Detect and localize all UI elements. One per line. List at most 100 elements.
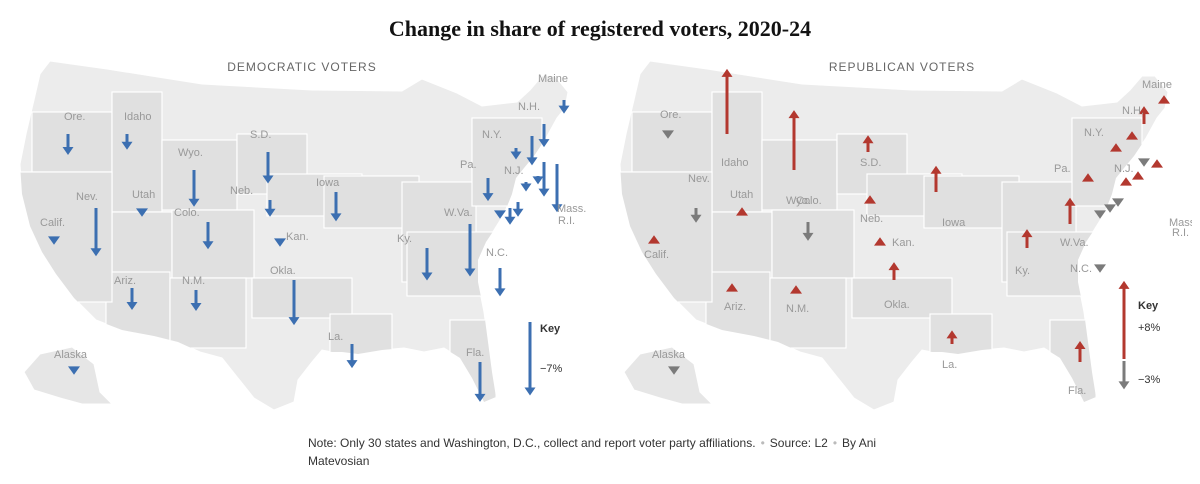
arrow-nj bbox=[1120, 177, 1132, 186]
republican-arrows: Ore. Idaho Wyo. S.D. Neb. Iowa Calif. Nev. Utah C… bbox=[644, 68, 1192, 397]
democratic-voters-map: Ore. Idaho Wyo. S.D. Neb. Iowa Calif. Nev. Utah C… bbox=[12, 52, 592, 422]
state-label-utah: Utah bbox=[132, 189, 155, 201]
state-label-nev: Nev. bbox=[76, 191, 98, 203]
arrow-okla bbox=[888, 262, 900, 280]
arrow-dc bbox=[504, 208, 516, 225]
state-label-idaho: Idaho bbox=[721, 157, 749, 169]
arrow-iowa bbox=[330, 192, 342, 222]
arrow-pa bbox=[1082, 173, 1094, 182]
key-label-pos: +8% bbox=[1138, 322, 1161, 334]
state-label-ny: N.Y. bbox=[482, 129, 502, 141]
arrow-wva bbox=[1064, 197, 1076, 224]
state-label-alaska: Alaska bbox=[652, 349, 686, 361]
separator-dot: • bbox=[832, 436, 838, 450]
arrow-nc bbox=[494, 268, 506, 297]
key-label-neg: −3% bbox=[1138, 374, 1161, 386]
state-label-fla: Fla. bbox=[1068, 385, 1086, 397]
state-label-maine: Maine bbox=[1142, 79, 1172, 91]
democratic-arrows: Ore. Idaho Wyo. S.D. Neb. Iowa Calif. Nev. Utah C… bbox=[40, 73, 586, 402]
arrow-wyo bbox=[188, 170, 200, 207]
arrow-wyo bbox=[788, 110, 800, 170]
arrow-nh bbox=[1138, 106, 1150, 124]
state-label-wyo: Wyo. bbox=[786, 195, 811, 207]
state-label-la: La. bbox=[328, 331, 343, 343]
arrow-idaho bbox=[721, 68, 733, 134]
state-label-wva: W.Va. bbox=[444, 207, 473, 219]
arrow-maine bbox=[1158, 95, 1170, 104]
arrow-ariz bbox=[126, 288, 138, 311]
us-land bbox=[619, 60, 1169, 411]
state-label-wva: W.Va. bbox=[1060, 237, 1089, 249]
arrow-calif bbox=[48, 236, 60, 245]
state-label-okla: Okla. bbox=[884, 299, 910, 311]
state-label-ky: Ky. bbox=[397, 233, 412, 245]
state-label-ariz: Ariz. bbox=[724, 301, 746, 313]
state-label-kan: Kan. bbox=[892, 237, 915, 249]
arrow-nev bbox=[690, 208, 702, 223]
arrow-neb bbox=[864, 195, 876, 204]
state-label-ariz: Ariz. bbox=[114, 275, 136, 287]
state-label-fla: Fla. bbox=[466, 347, 484, 359]
state-label-neb: Neb. bbox=[230, 185, 253, 197]
arrow-nj bbox=[520, 182, 532, 192]
arrow-okla bbox=[288, 280, 300, 326]
state-label-idaho: Idaho bbox=[124, 111, 152, 123]
arrow-idaho bbox=[121, 134, 133, 150]
republican-voters-map: Ore. Idaho Wyo. S.D. Neb. Iowa Calif. Nev. Utah C… bbox=[612, 52, 1192, 422]
state-label-alaska: Alaska bbox=[54, 349, 88, 361]
arrow-alaska bbox=[68, 366, 80, 375]
chart-title: Change in share of registered voters, 20… bbox=[388, 16, 812, 41]
state-label-sd: S.D. bbox=[250, 129, 271, 141]
arrow-ct bbox=[1132, 171, 1144, 180]
state-label-nj: N.J. bbox=[1114, 163, 1134, 175]
arrow-utah bbox=[736, 207, 748, 216]
arrow-nev bbox=[90, 208, 102, 257]
state-label-nj: N.J. bbox=[504, 165, 524, 177]
state-label-utah: Utah bbox=[730, 189, 753, 201]
arrow-mass bbox=[551, 164, 563, 213]
key-arrow-down bbox=[1118, 361, 1130, 390]
state-label-la: La. bbox=[942, 359, 957, 371]
state-label-iowa: Iowa bbox=[942, 217, 966, 229]
state-label-mass: Mass. bbox=[557, 203, 586, 215]
arrow-nm bbox=[190, 290, 202, 311]
state-label-ore: Ore. bbox=[64, 111, 85, 123]
state-label-ri: R.I. bbox=[558, 215, 575, 227]
key-arrow-up bbox=[1118, 280, 1130, 359]
footnote: Note: Only 30 states and Washington, D.C… bbox=[308, 434, 898, 470]
arrow-nh bbox=[538, 124, 550, 148]
note-text: Note: Only 30 states and Washington, D.C… bbox=[308, 436, 756, 450]
arrow-md bbox=[494, 210, 506, 219]
arrow-calif bbox=[648, 235, 660, 244]
state-label-sd: S.D. bbox=[860, 157, 881, 169]
arrow-sd bbox=[262, 152, 274, 184]
map-heading: REPUBLICAN VOTERS bbox=[828, 60, 976, 74]
state-label-kan: Kan. bbox=[286, 231, 309, 243]
arrow-colo bbox=[802, 222, 814, 241]
separator-dot: • bbox=[760, 436, 765, 450]
arrow-de bbox=[1112, 198, 1124, 207]
state-label-neb: Neb. bbox=[860, 213, 883, 225]
key-title: Key bbox=[540, 323, 561, 335]
source-text: Source: L2 bbox=[769, 436, 828, 450]
state-label-mass: Mass. bbox=[1169, 217, 1192, 229]
byline: By Ani Matevosian bbox=[308, 436, 877, 468]
arrow-dc bbox=[1104, 204, 1116, 213]
state-label-calif: Calif. bbox=[644, 249, 669, 261]
state-label-iowa: Iowa bbox=[316, 177, 340, 189]
arrow-sd bbox=[862, 135, 874, 152]
state-label-nc: N.C. bbox=[1070, 263, 1092, 275]
state-label-nev: Nev. bbox=[688, 173, 710, 185]
state-label-ri: R.I. bbox=[1172, 227, 1189, 239]
arrow-la bbox=[346, 344, 358, 369]
arrow-kan bbox=[274, 238, 286, 247]
arrow-fla bbox=[1074, 341, 1086, 362]
democratic-map-svg: Ore. Idaho Wyo. S.D. Neb. Iowa Calif. Nev. Utah C… bbox=[19, 60, 586, 411]
state-label-nm: N.M. bbox=[182, 275, 205, 287]
arrow-ore bbox=[62, 134, 74, 155]
key-arrow bbox=[524, 322, 536, 396]
arrow-ky bbox=[421, 248, 433, 281]
us-land bbox=[19, 60, 569, 411]
arrow-colo bbox=[202, 222, 214, 250]
arrow-neb bbox=[264, 200, 276, 217]
